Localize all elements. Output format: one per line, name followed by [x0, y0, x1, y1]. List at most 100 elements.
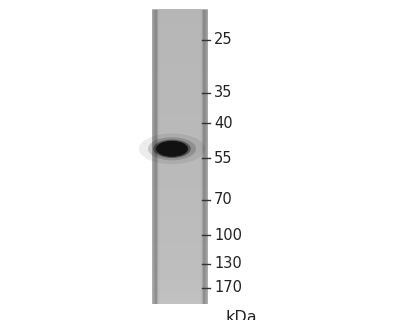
Bar [152, 225, 208, 228]
Bar [152, 24, 208, 27]
Bar [152, 274, 208, 277]
Bar [152, 51, 208, 54]
Bar [152, 208, 208, 211]
Bar [152, 27, 208, 29]
Bar [152, 130, 208, 132]
Bar [152, 159, 208, 162]
Bar [152, 257, 208, 260]
Text: 130: 130 [214, 257, 242, 271]
Bar [152, 117, 208, 120]
Bar [152, 127, 208, 130]
Bar [152, 161, 208, 164]
Bar [152, 122, 208, 125]
Bar [152, 292, 208, 294]
Bar [152, 31, 208, 34]
Bar [152, 242, 208, 245]
Bar [157, 10, 159, 304]
Bar [152, 228, 208, 230]
Bar [152, 223, 208, 226]
Bar [152, 34, 208, 36]
Ellipse shape [156, 141, 188, 157]
Bar [152, 296, 208, 299]
Bar [152, 230, 208, 233]
Bar [152, 63, 208, 66]
Bar [152, 260, 208, 262]
Bar [203, 10, 206, 304]
Bar [152, 137, 208, 140]
Bar [152, 56, 208, 59]
Bar [202, 10, 205, 304]
Bar [154, 10, 158, 304]
Bar [202, 10, 206, 304]
Bar [152, 83, 208, 86]
Text: kDa: kDa [226, 310, 258, 320]
Bar [152, 250, 208, 252]
Bar [152, 299, 208, 301]
Bar [152, 213, 208, 216]
Bar [152, 198, 208, 201]
Bar [152, 294, 208, 297]
Text: 25: 25 [214, 33, 233, 47]
Bar [201, 10, 203, 304]
Bar [152, 39, 208, 42]
Bar [201, 10, 202, 304]
Bar [152, 10, 156, 304]
Bar [152, 154, 208, 157]
Bar [152, 181, 208, 184]
Bar [159, 10, 160, 304]
Bar [152, 108, 208, 110]
Bar [203, 10, 208, 304]
Bar [152, 282, 208, 284]
Bar [152, 78, 208, 81]
Bar [152, 193, 208, 196]
Bar [152, 205, 208, 208]
Bar [152, 105, 208, 108]
Bar [204, 10, 208, 304]
Bar [152, 203, 208, 206]
Text: 35: 35 [214, 85, 232, 100]
Bar [155, 10, 158, 304]
Bar [152, 49, 208, 51]
Bar [152, 220, 208, 223]
Bar [152, 17, 208, 20]
Bar [202, 10, 205, 304]
Bar [152, 245, 208, 248]
Bar [152, 284, 208, 287]
Bar [152, 85, 208, 88]
Bar [152, 218, 208, 220]
Bar [152, 134, 208, 137]
Bar [202, 10, 204, 304]
Bar [152, 240, 208, 243]
Bar [152, 71, 208, 73]
Ellipse shape [148, 137, 196, 160]
Bar [158, 10, 159, 304]
Bar [152, 53, 208, 56]
Bar [152, 179, 208, 181]
Bar [152, 277, 208, 279]
Bar [152, 272, 208, 275]
Text: 70: 70 [214, 193, 233, 207]
Bar [200, 10, 202, 304]
Bar [152, 269, 208, 272]
Bar [152, 100, 208, 103]
Bar [152, 188, 208, 191]
Bar [152, 66, 208, 68]
Bar [152, 252, 208, 255]
Text: 100: 100 [214, 228, 242, 243]
Bar [152, 164, 208, 167]
Bar [152, 186, 208, 189]
Bar [152, 95, 208, 98]
Bar [152, 247, 208, 250]
Bar [152, 88, 208, 91]
Bar [152, 196, 208, 198]
Ellipse shape [153, 140, 191, 158]
Bar [152, 132, 208, 135]
Bar [152, 267, 208, 270]
Bar [152, 29, 208, 32]
Ellipse shape [157, 141, 187, 156]
Bar [152, 93, 208, 95]
Bar [157, 10, 159, 304]
Bar [152, 286, 208, 289]
Bar [152, 201, 208, 204]
Bar [152, 289, 208, 292]
